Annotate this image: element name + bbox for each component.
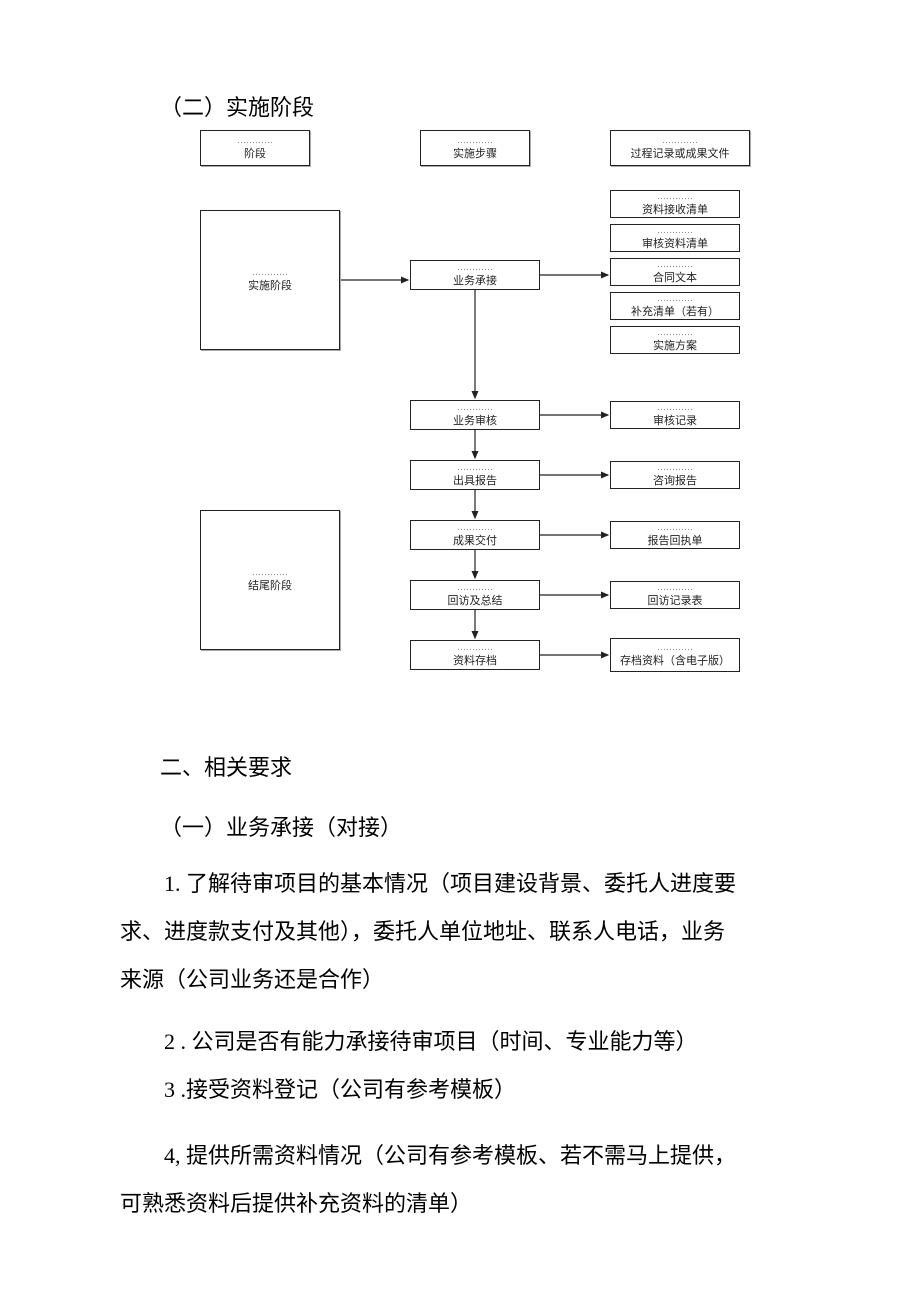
dots: ………… [653, 259, 697, 271]
output-consult-report: …………咨询报告 [610, 461, 740, 489]
header-steps-label: 实施步骤 [453, 147, 497, 161]
dots: ………… [453, 262, 497, 274]
output-review-record: …………审核记录 [610, 401, 740, 429]
output-followup-record: …………回访记录表 [610, 581, 740, 609]
o10-label: 存档资料（含电子版） [620, 654, 730, 668]
output-receipt: …………报告回执单 [610, 521, 740, 549]
output-receive-list: …………资料接收清单 [610, 190, 740, 218]
o4-label: 补充清单（若有） [631, 305, 719, 319]
dots: ………… [237, 135, 273, 147]
dots: ………… [653, 327, 697, 339]
p1-line3: 来源（公司业务还是合作） [120, 958, 800, 1002]
step-accept: ………… 业务承接 [410, 260, 540, 290]
output-contract: …………合同文本 [610, 258, 740, 286]
dots: ………… [642, 225, 708, 237]
p4-line2: 可熟悉资料后提供补充资料的清单） [120, 1182, 800, 1226]
output-review-list: …………审核资料清单 [610, 224, 740, 252]
step4-label: 成果交付 [453, 534, 497, 548]
para3: 3 .接受资料登记（公司有参考模板） [120, 1068, 800, 1112]
para2: 2 . 公司是否有能力承接待审项目（时间、专业能力等） [120, 1020, 800, 1064]
step3-label: 出具报告 [453, 474, 497, 488]
dots: ………… [453, 462, 497, 474]
flowchart: ………… 阶段 ………… 实施步骤 ………… 过程记录或成果文件 ……… [140, 130, 780, 690]
dots: ………… [631, 293, 719, 305]
o3-label: 合同文本 [653, 271, 697, 285]
dots: ………… [642, 191, 708, 203]
o5-label: 实施方案 [653, 339, 697, 353]
p4-line1: 4, 提供所需资料情况（公司有参考模板、若不需马上提供， [120, 1134, 800, 1178]
step-archive: ………… 资料存档 [410, 640, 540, 670]
dots: ………… [248, 567, 292, 579]
dots: ………… [248, 267, 292, 279]
header-outputs: ………… 过程记录或成果文件 [610, 130, 750, 166]
stage1-label: 实施阶段 [248, 279, 292, 293]
step-followup: ………… 回访及总结 [410, 580, 540, 610]
para4: 4, 提供所需资料情况（公司有参考模板、若不需马上提供， 可熟悉资料后提供补充资… [120, 1134, 800, 1226]
dots: ………… [453, 402, 497, 414]
o6-label: 审核记录 [653, 414, 697, 428]
o7-label: 咨询报告 [653, 474, 697, 488]
stage-closing: ………… 结尾阶段 [200, 510, 340, 650]
step6-label: 资料存档 [453, 654, 497, 668]
output-plan: …………实施方案 [610, 326, 740, 354]
dots: ………… [620, 642, 730, 654]
p1-line2: 求、进度款支付及其他），委托人单位地址、联系人电话，业务 [120, 910, 800, 954]
heading-requirements: 二、相关要求 [160, 750, 800, 782]
o9-label: 回访记录表 [648, 594, 703, 608]
stage-implementation: ………… 实施阶段 [200, 210, 340, 350]
header-outputs-label: 过程记录或成果文件 [631, 147, 730, 161]
dots: ………… [648, 522, 703, 534]
dots: ………… [453, 642, 497, 654]
p1-line1: 1. 了解待审项目的基本情况（项目建设背景、委托人进度要 [120, 862, 800, 906]
page: （二）实施阶段 [0, 0, 920, 1226]
dots: ………… [448, 582, 503, 594]
header-stage: ………… 阶段 [200, 130, 310, 166]
step-report: ………… 出具报告 [410, 460, 540, 490]
step2-label: 业务审核 [453, 414, 497, 428]
dots: ………… [648, 582, 703, 594]
step5-label: 回访及总结 [448, 594, 503, 608]
step-deliver: ………… 成果交付 [410, 520, 540, 550]
step1-label: 业务承接 [453, 274, 497, 288]
dots: ………… [653, 402, 697, 414]
header-steps: ………… 实施步骤 [420, 130, 530, 166]
diagram-container: ………… 阶段 ………… 实施步骤 ………… 过程记录或成果文件 ……… [120, 130, 800, 690]
o8-label: 报告回执单 [648, 534, 703, 548]
output-archive-material: …………存档资料（含电子版） [610, 638, 740, 672]
heading-accept: （一）业务承接（对接） [160, 810, 800, 842]
para1: 1. 了解待审项目的基本情况（项目建设背景、委托人进度要 求、进度款支付及其他）… [120, 862, 800, 1002]
dots: ………… [453, 135, 497, 147]
step-review: ………… 业务审核 [410, 400, 540, 430]
dots: ………… [653, 462, 697, 474]
output-supplement: …………补充清单（若有） [610, 292, 740, 320]
o2-label: 审核资料清单 [642, 237, 708, 251]
section-title: （二）实施阶段 [160, 90, 800, 122]
stage2-label: 结尾阶段 [248, 579, 292, 593]
header-stage-label: 阶段 [237, 147, 273, 161]
dots: ………… [631, 135, 730, 147]
dots: ………… [453, 522, 497, 534]
o1-label: 资料接收清单 [642, 203, 708, 217]
